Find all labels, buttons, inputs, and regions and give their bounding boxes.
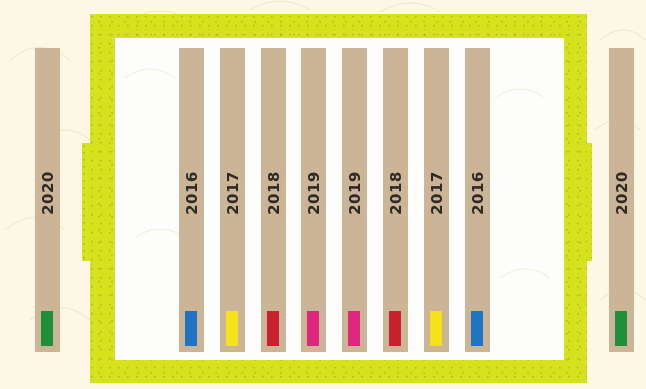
strip-year-label: 2019 <box>345 171 364 215</box>
strip-inside-7: 2017 <box>424 48 449 352</box>
frame-right-tab <box>583 143 592 261</box>
color-swatch <box>267 311 279 346</box>
strip-inside-1: 2016 <box>179 48 204 352</box>
strip-year-label: 2019 <box>304 171 323 215</box>
strip-year-label: 2018 <box>264 171 283 215</box>
strip-inside-2: 2017 <box>220 48 245 352</box>
color-swatch <box>41 311 53 346</box>
strip-year-label: 2020 <box>38 171 57 215</box>
strip-inside-5: 2019 <box>342 48 367 352</box>
strip-outside-right: 2020 <box>609 48 634 352</box>
strip-year-label: 2018 <box>386 171 405 215</box>
strip-year-label: 2017 <box>427 171 446 215</box>
strip-inside-4: 2019 <box>301 48 326 352</box>
color-swatch <box>226 311 238 346</box>
color-swatch <box>430 311 442 346</box>
color-swatch <box>389 311 401 346</box>
color-swatch <box>185 311 197 346</box>
color-swatch <box>348 311 360 346</box>
strip-inside-6: 2018 <box>383 48 408 352</box>
strip-year-label: 2016 <box>182 171 201 215</box>
strip-inside-3: 2018 <box>261 48 286 352</box>
strip-outside-left: 2020 <box>35 48 60 352</box>
strip-year-label: 2017 <box>223 171 242 215</box>
color-swatch <box>471 311 483 346</box>
color-swatch <box>615 311 627 346</box>
strip-year-label: 2020 <box>612 171 631 215</box>
strip-inside-8: 2016 <box>465 48 490 352</box>
strip-year-label: 2016 <box>468 171 487 215</box>
color-swatch <box>307 311 319 346</box>
